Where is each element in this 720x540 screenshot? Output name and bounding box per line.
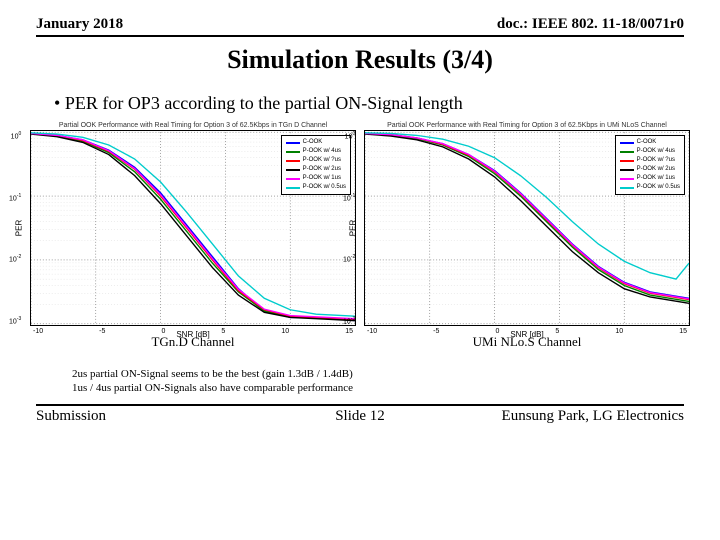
note-line-2: 1us / 4us partial ON-Signals also have c… [72, 382, 720, 396]
footer: Submission Slide 12 Eunsung Park, LG Ele… [0, 406, 720, 425]
footer-left: Submission [36, 408, 106, 425]
chart-left-plot: C-OOKP-OOK w/ 4usP-OOK w/ ?usP-OOK w/ 2u… [30, 130, 356, 326]
charts-row: Partial OOK Performance with Real Timing… [0, 122, 720, 350]
header-date: January 2018 [36, 16, 123, 33]
header-doc: doc.: IEEE 802. 11-18/0071r0 [497, 16, 684, 33]
notes: 2us partial ON-Signal seems to be the be… [72, 368, 720, 396]
header: January 2018 doc.: IEEE 802. 11-18/0071r… [0, 0, 720, 35]
page-title: Simulation Results (3/4) [0, 45, 720, 75]
chart-left-title: Partial OOK Performance with Real Timing… [30, 122, 356, 129]
chart-right-title: Partial OOK Performance with Real Timing… [364, 122, 690, 129]
chart-right: Partial OOK Performance with Real Timing… [364, 122, 690, 350]
footer-slide: Slide 12 [335, 408, 385, 425]
y-ticks: 10010-110-210-3 [343, 131, 355, 325]
chart-left: Partial OOK Performance with Real Timing… [30, 122, 356, 350]
bullet-text: PER for OP3 according to the partial ON-… [54, 93, 684, 114]
footer-right: Eunsung Park, LG Electronics [502, 408, 684, 425]
chart-legend: C-OOKP-OOK w/ 4usP-OOK w/ ?usP-OOK w/ 2u… [281, 135, 351, 195]
x-ticks: -10-5051015 [31, 328, 355, 335]
note-line-1: 2us partial ON-Signal seems to be the be… [72, 368, 720, 382]
y-ticks: 10010-110-210-3 [9, 131, 21, 325]
chart-legend: C-OOKP-OOK w/ 4usP-OOK w/ ?usP-OOK w/ 2u… [615, 135, 685, 195]
chart-right-plot: C-OOKP-OOK w/ 4usP-OOK w/ ?usP-OOK w/ 2u… [364, 130, 690, 326]
x-ticks: -10-5051015 [365, 328, 689, 335]
header-rule [36, 35, 684, 37]
